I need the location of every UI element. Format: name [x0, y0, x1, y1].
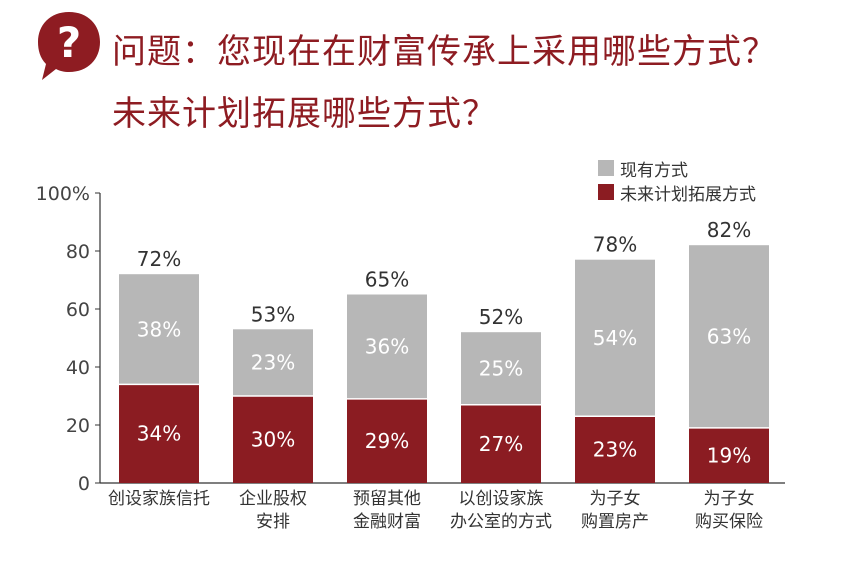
- bar-current-segment: [347, 294, 427, 399]
- bar-future-segment: [575, 416, 655, 483]
- bar-future-segment: [689, 427, 769, 483]
- bar-current-value-label: 54%: [593, 326, 637, 350]
- bar-current-segment: [119, 274, 199, 385]
- legend-label-future: 未来计划拓展方式: [620, 184, 756, 205]
- y-tick-label: 60: [66, 299, 90, 321]
- bar-current-value-label: 25%: [479, 356, 523, 380]
- legend-swatch-future: [598, 184, 614, 200]
- legend-swatch-current: [598, 160, 614, 176]
- bar-future-value-label: 23%: [593, 438, 637, 462]
- x-category-label: 为子女: [590, 489, 641, 509]
- x-category-label: 购置房产: [581, 512, 649, 532]
- bar-future-segment: [119, 384, 199, 483]
- chart-legend: 现有方式 未来计划拓展方式: [598, 156, 756, 205]
- x-category-label: 金融财富: [353, 512, 421, 532]
- y-tick-label: 0: [78, 473, 90, 495]
- bar-current-segment: [575, 259, 655, 417]
- bar-future-value-label: 27%: [479, 432, 523, 456]
- x-category-label: 办公室的方式: [450, 512, 552, 532]
- bar-total-label: 65%: [365, 268, 409, 292]
- x-category-label: 为子女: [704, 489, 755, 509]
- bar-current-value-label: 63%: [707, 325, 751, 349]
- x-category-label: 安排: [256, 512, 290, 532]
- bar-total-label: 72%: [137, 247, 181, 271]
- question-bubble-icon: ?: [38, 12, 100, 80]
- y-tick-label: 80: [66, 241, 90, 263]
- bar-future-segment: [461, 404, 541, 483]
- bar-total-label: 53%: [251, 302, 295, 326]
- bar-current-segment: [689, 245, 769, 428]
- bar-future-value-label: 30%: [251, 428, 295, 452]
- question-title-line-1: 问题：您现在在财富传承上采用哪些方式？: [112, 32, 777, 72]
- x-category-label: 企业股权: [239, 489, 307, 509]
- bar-current-value-label: 23%: [251, 351, 295, 375]
- bar-future-segment: [233, 396, 313, 483]
- y-tick-label: 20: [66, 415, 90, 437]
- bar-total-label: 52%: [479, 305, 523, 329]
- bar-current-value-label: 36%: [365, 335, 409, 359]
- x-category-label: 购买保险: [695, 512, 763, 532]
- bar-future-value-label: 34%: [137, 422, 181, 446]
- y-tick-label: 40: [66, 357, 90, 379]
- svg-text:?: ?: [57, 18, 81, 67]
- bar-current-value-label: 38%: [137, 317, 181, 341]
- bar-total-label: 78%: [593, 233, 637, 257]
- legend-item-future: 未来计划拓展方式: [598, 180, 756, 205]
- bar-total-label: 82%: [707, 218, 751, 242]
- bar-current-segment: [461, 332, 541, 405]
- x-category-label: 预留其他: [353, 489, 421, 509]
- legend-label-current: 现有方式: [620, 160, 688, 181]
- legend-item-current: 现有方式: [598, 156, 756, 181]
- bar-future-segment: [347, 398, 427, 483]
- y-tick-label: 100%: [36, 183, 90, 205]
- bar-current-segment: [233, 329, 313, 396]
- x-category-label: 创设家族信托: [108, 489, 210, 509]
- x-category-label: 以创设家族: [459, 489, 544, 509]
- bar-future-value-label: 19%: [707, 443, 751, 467]
- bar-future-value-label: 29%: [365, 429, 409, 453]
- question-title-line-2: 未来计划拓展哪些方式？: [112, 94, 497, 134]
